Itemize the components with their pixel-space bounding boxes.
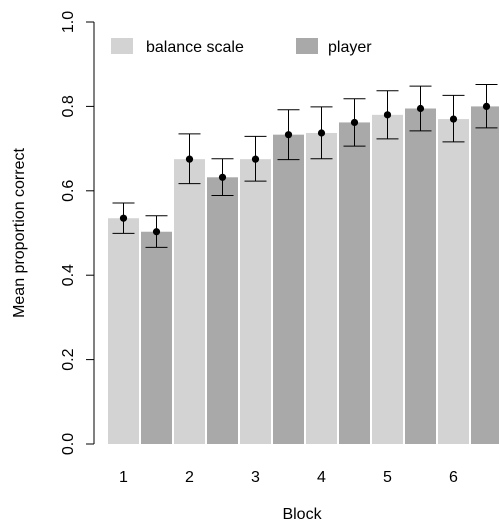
bar — [405, 108, 436, 444]
y-tick-label: 0.2 — [60, 348, 77, 370]
legend-swatch — [296, 38, 318, 54]
y-tick-label: 0.0 — [60, 433, 77, 455]
x-axis-label: Block — [282, 506, 322, 523]
mean-point — [119, 214, 128, 222]
bar — [141, 231, 172, 444]
bar — [273, 134, 304, 444]
bar — [306, 132, 337, 444]
mean-point — [251, 155, 260, 163]
mean-point — [218, 173, 227, 181]
legend-swatch — [111, 38, 133, 54]
bar — [174, 159, 205, 444]
x-tick-label: 2 — [185, 469, 194, 486]
y-tick-label: 1.0 — [60, 11, 77, 33]
bar — [438, 119, 469, 444]
mean-point — [152, 228, 161, 236]
y-tick-label: 0.4 — [60, 264, 77, 286]
bar — [372, 114, 403, 444]
x-tick-label: 4 — [317, 469, 326, 486]
y-tick-label: 0.8 — [60, 95, 77, 117]
x-tick-label: 1 — [119, 469, 128, 486]
legend-label: balance scale — [146, 39, 244, 56]
x-tick-label: 3 — [251, 469, 260, 486]
bar — [207, 177, 238, 444]
x-tick-label: 5 — [383, 469, 392, 486]
legend-label: player — [328, 39, 372, 56]
mean-point — [449, 115, 458, 123]
mean-point — [284, 131, 293, 139]
mean-point — [185, 155, 194, 163]
mean-point — [350, 118, 359, 127]
bar — [240, 159, 271, 444]
mean-point — [383, 111, 392, 119]
y-axis-label: Mean proportion correct — [11, 148, 28, 318]
mean-point — [482, 102, 491, 110]
mean-point — [317, 129, 326, 137]
x-tick-label: 6 — [449, 469, 458, 486]
bar — [108, 218, 139, 444]
bar — [471, 106, 499, 445]
bar — [339, 122, 370, 444]
mean-point — [416, 104, 425, 113]
y-tick-label: 0.6 — [60, 180, 77, 202]
